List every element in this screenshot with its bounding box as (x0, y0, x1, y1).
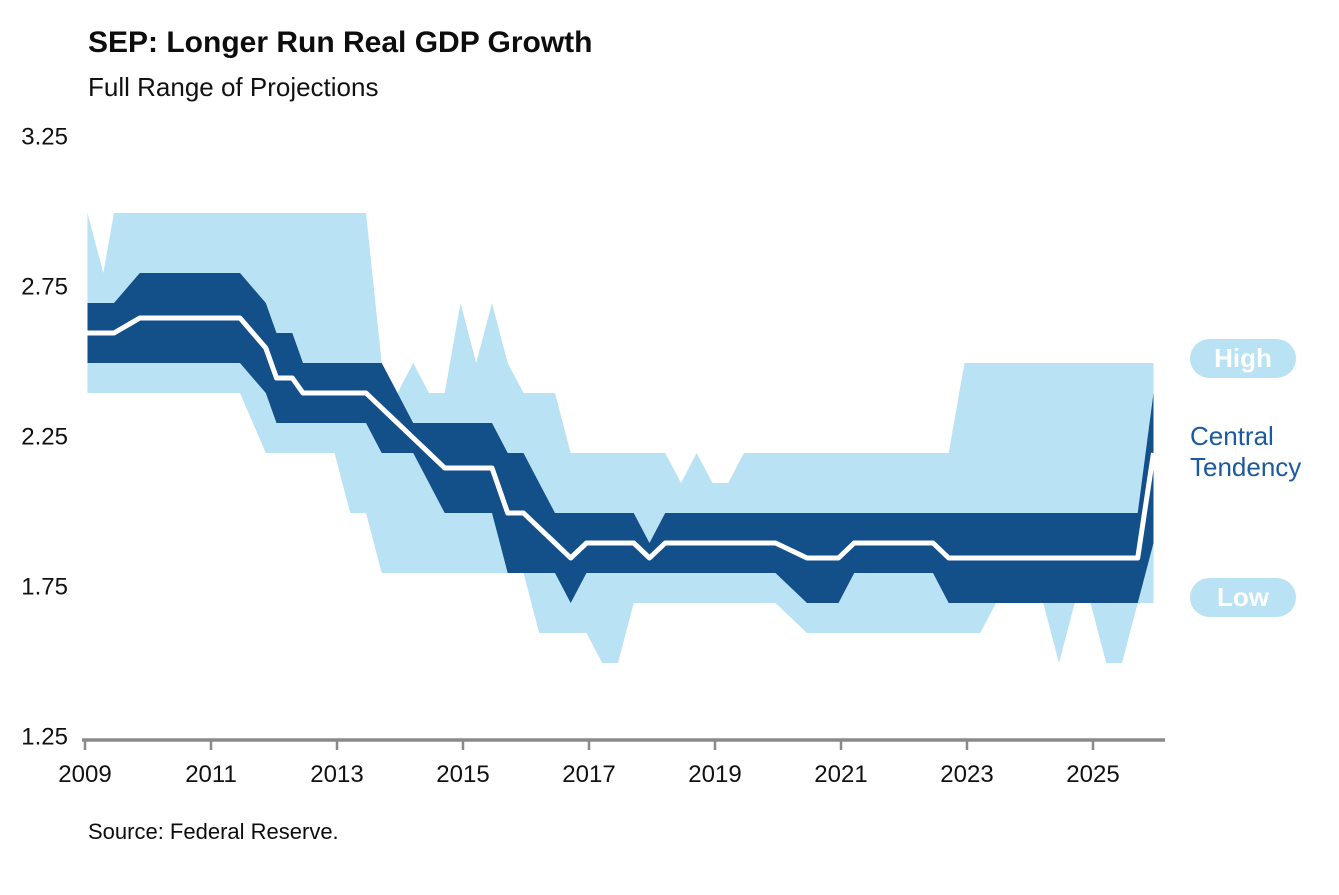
y-axis-label: 2.75 (21, 273, 68, 301)
x-axis-label: 2015 (436, 761, 490, 788)
x-axis-label: 2019 (688, 761, 742, 788)
y-axis-label: 3.25 (21, 123, 68, 151)
x-axis-label: 2009 (58, 761, 112, 788)
legend-low-badge: Low (1190, 578, 1296, 617)
y-axis-label: 1.75 (21, 573, 68, 601)
chart-subtitle: Full Range of Projections (88, 72, 379, 102)
y-axis-label: 2.25 (21, 423, 68, 451)
legend-high-badge: High (1190, 339, 1296, 378)
x-axis-label: 2025 (1066, 761, 1120, 788)
y-axis-label: 1.25 (21, 723, 68, 751)
x-axis-label: 2023 (940, 761, 994, 788)
legend-low-label: Low (1217, 582, 1269, 612)
x-axis-label: 2021 (814, 761, 868, 788)
x-axis-label: 2013 (310, 761, 364, 788)
x-axis-label: 2017 (562, 761, 616, 788)
x-axis-label: 2011 (185, 761, 237, 788)
legend-high-label: High (1214, 343, 1272, 373)
median-line (87, 315, 1156, 561)
source-note: Source: Federal Reserve. (88, 819, 339, 844)
chart-title: SEP: Longer Run Real GDP Growth (88, 26, 593, 59)
central-tendency-band (87, 273, 1154, 603)
legend-central-tendency-label: Central Tendency (1190, 421, 1302, 482)
